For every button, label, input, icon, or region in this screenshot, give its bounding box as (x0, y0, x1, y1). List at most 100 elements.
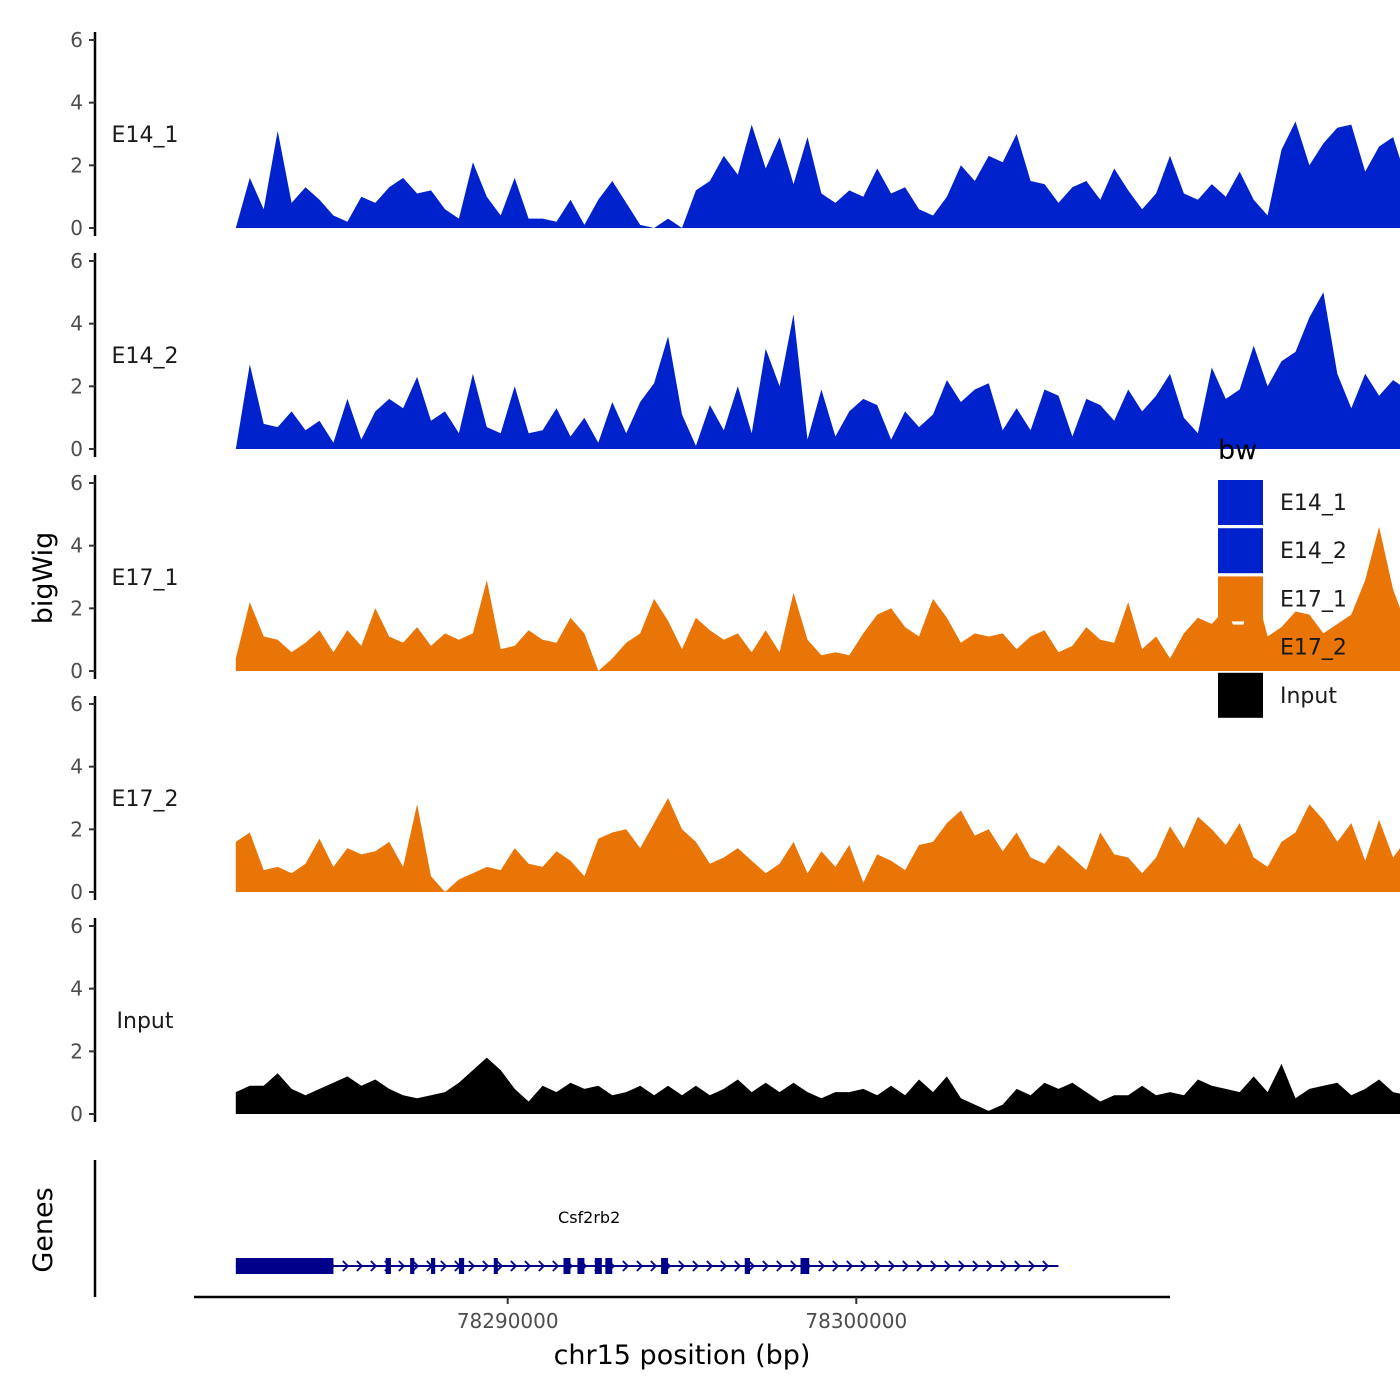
strand-arrow (1000, 1260, 1008, 1272)
exon (235, 1258, 334, 1274)
coverage-area-E14_2 (235, 292, 1400, 449)
strand-arrow (944, 1260, 952, 1272)
strand-arrow (790, 1260, 798, 1272)
exon (605, 1258, 613, 1274)
strand-arrow (650, 1260, 658, 1272)
gene-label: Csf2rb2 (558, 1208, 620, 1227)
coverage-area-E14_1 (235, 121, 1400, 228)
gene-Csf2rb2: Csf2rb2 (235, 1208, 1059, 1274)
legend-title: bw (1218, 435, 1257, 466)
y-tick-label: 6 (70, 471, 83, 495)
strand-arrow (622, 1260, 630, 1272)
legend-label: E17_1 (1280, 587, 1347, 612)
x-axis-title: chr15 position (bp) (554, 1340, 811, 1371)
y-tick-label: 2 (70, 596, 83, 620)
legend-swatch (1218, 576, 1263, 622)
coverage-area-E17_1 (235, 526, 1400, 671)
exon (458, 1258, 465, 1274)
strand-arrow (1042, 1260, 1050, 1272)
strand-arrow (902, 1260, 910, 1272)
strand-arrow (1028, 1260, 1036, 1272)
exon (744, 1258, 750, 1274)
strand-arrow (832, 1260, 840, 1272)
y-tick-label: 4 (70, 755, 83, 779)
y-tick-label: 4 (70, 312, 83, 336)
strand-arrow (706, 1260, 714, 1272)
exon (563, 1258, 571, 1274)
strand-arrow (874, 1260, 882, 1272)
strand-arrow (468, 1260, 476, 1272)
x-tick-label: 78300000 (805, 1309, 907, 1333)
y-tick-label: 2 (70, 153, 83, 177)
strand-arrow (370, 1260, 378, 1272)
y-tick-label: 2 (70, 817, 83, 841)
y-tick-label: 6 (70, 692, 83, 716)
strand-arrow (412, 1260, 420, 1272)
genes-track-title: Genes (28, 1187, 59, 1272)
y-tick-label: 6 (70, 28, 83, 52)
legend-entry-E17_1: E17_1 (1218, 576, 1347, 622)
coverage-area-E17_2 (235, 798, 1400, 892)
strand-arrow (552, 1260, 560, 1272)
strand-arrow (818, 1260, 826, 1272)
strand-arrow (482, 1260, 490, 1272)
y-axis-title: bigWig (28, 532, 59, 625)
legend-label: Input (1280, 684, 1337, 709)
track-Input: 0 2 4 6 Input (70, 914, 1400, 1126)
strand-arrow (776, 1260, 784, 1272)
coverage-area-Input (235, 1057, 1400, 1114)
legend-entry-E17_2: E17_2 (1218, 624, 1347, 670)
exon (800, 1258, 810, 1274)
strand-arrow (342, 1260, 350, 1272)
legend-swatch (1218, 672, 1263, 718)
y-tick-label: 0 (70, 216, 83, 240)
y-tick-label: 6 (70, 249, 83, 273)
y-tick-label: 2 (70, 1039, 83, 1063)
legend-label: E17_2 (1280, 636, 1347, 661)
exon (410, 1258, 415, 1274)
legend-swatch (1218, 528, 1263, 574)
strand-arrow (734, 1260, 742, 1272)
track-label: E14_2 (112, 344, 179, 369)
strand-arrow (538, 1260, 546, 1272)
strand-arrow (958, 1260, 966, 1272)
strand-arrow (524, 1260, 532, 1272)
y-tick-label: 6 (70, 914, 83, 938)
legend-label: E14_2 (1280, 539, 1347, 564)
strand-arrow (972, 1260, 980, 1272)
legend: bw E14_1 E14_2 E17_1 E17_2 Input (1218, 435, 1347, 718)
legend-entry-Input: Input (1218, 672, 1337, 718)
track-label: E17_2 (112, 787, 179, 812)
strand-arrow (888, 1260, 896, 1272)
track-label: E14_1 (112, 123, 179, 148)
track-E17_2: 0 2 4 6 E17_2 (70, 692, 1400, 904)
strand-arrow (916, 1260, 924, 1272)
exon (577, 1258, 585, 1274)
track-label: Input (117, 1009, 174, 1034)
strand-arrow (720, 1260, 728, 1272)
strand-arrow (440, 1260, 448, 1272)
strand-arrow (692, 1260, 700, 1272)
x-axis: 78290000 78300000 (194, 1295, 1170, 1333)
strand-arrow (986, 1260, 994, 1272)
strand-arrow (846, 1260, 854, 1272)
legend-label: E14_1 (1280, 491, 1347, 516)
y-tick-label: 0 (70, 880, 83, 904)
strand-arrow (748, 1260, 756, 1272)
track-E14_2: 0 2 4 6 E14_2 (70, 249, 1400, 461)
track-E17_1: 0 2 4 6 E17_1 (70, 471, 1400, 683)
exon (661, 1258, 669, 1274)
track-E14_1: 0 2 4 6 E14_1 (70, 28, 1400, 240)
strand-arrow (398, 1260, 406, 1272)
y-tick-label: 2 (70, 374, 83, 398)
y-tick-label: 0 (70, 659, 83, 683)
genes-track: Csf2rb2 (93, 1160, 1059, 1297)
y-tick-label: 4 (70, 91, 83, 115)
legend-swatch (1218, 624, 1263, 670)
strand-arrow (356, 1260, 364, 1272)
strand-arrow (636, 1260, 644, 1272)
legend-entry-E14_2: E14_2 (1218, 528, 1347, 574)
track-label: E17_1 (112, 566, 179, 591)
